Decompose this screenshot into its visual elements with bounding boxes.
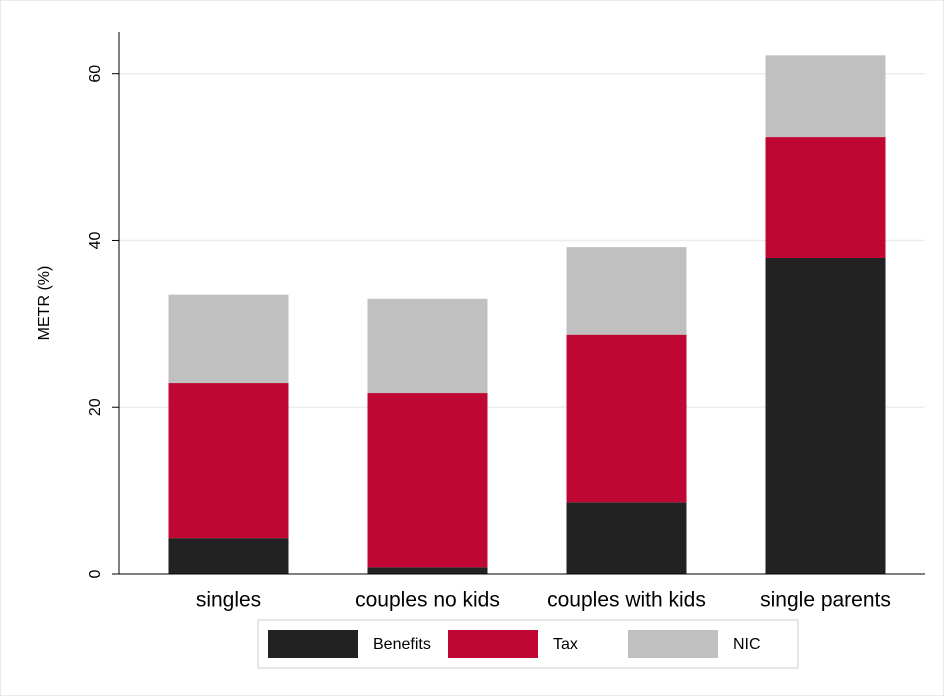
- bar-segment: [168, 294, 289, 384]
- x-tick-label: couples with kids: [547, 589, 706, 612]
- x-tick-label: single parents: [760, 589, 891, 612]
- bar-segment: [168, 383, 289, 539]
- y-tick-label: 60: [87, 65, 104, 83]
- x-tick-label: singles: [196, 589, 261, 612]
- bar-segment: [765, 257, 886, 574]
- y-tick-label: 20: [87, 398, 104, 416]
- bar-segment: [765, 137, 886, 258]
- bar-segment: [168, 538, 289, 574]
- legend-swatch: [268, 630, 358, 658]
- y-axis-label: METR (%): [36, 266, 53, 341]
- bar-segment: [367, 393, 488, 568]
- bar-segment: [566, 247, 687, 335]
- bar-segment: [765, 55, 886, 138]
- legend-swatch: [448, 630, 538, 658]
- legend-label: Benefits: [373, 636, 431, 653]
- legend-label: NIC: [733, 636, 761, 653]
- bar-segment: [367, 567, 488, 574]
- bar-segment: [566, 502, 687, 574]
- y-tick-label: 0: [87, 569, 104, 578]
- legend-label: Tax: [553, 636, 578, 653]
- bar-segment: [367, 298, 488, 394]
- x-tick-label: couples no kids: [355, 589, 500, 612]
- bar-segment: [566, 334, 687, 503]
- legend-swatch: [628, 630, 718, 658]
- y-tick-label: 40: [87, 231, 104, 249]
